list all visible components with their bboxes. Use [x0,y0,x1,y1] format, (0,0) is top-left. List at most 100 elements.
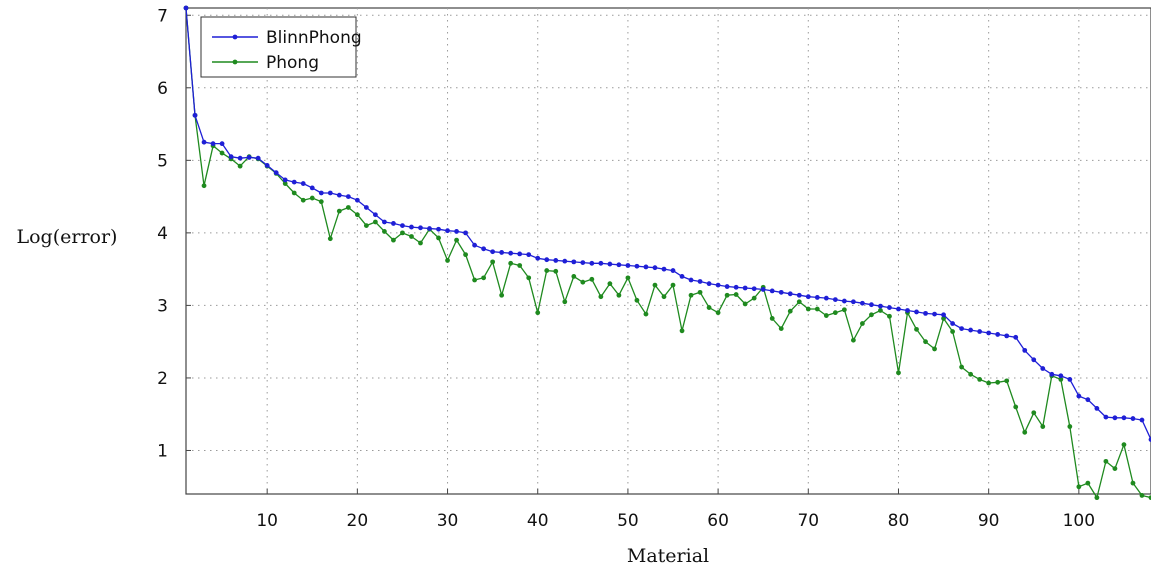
data-point-blinnphong [391,221,396,226]
data-point-blinnphong [860,300,865,306]
data-point-phong [706,305,712,310]
data-point-phong [580,279,586,285]
data-point-phong [1121,442,1127,448]
data-point-blinnphong [418,225,423,231]
data-point-phong [1139,493,1145,498]
data-point-phong [589,276,595,282]
data-point-blinnphong [769,288,775,294]
data-point-blinnphong [291,179,297,185]
data-point-phong [354,212,360,218]
data-point-blinnphong [427,226,432,231]
data-point-blinnphong [1148,437,1151,442]
y-axis-label: Log(error) [17,226,118,248]
plot-frame [185,7,1151,495]
data-point-blinnphong [382,219,387,225]
data-point-blinnphong [508,250,514,256]
data-point-phong [787,308,793,314]
data-point-blinnphong [1121,415,1127,421]
data-point-phong [941,316,946,321]
data-point-phong [850,337,856,343]
data-point-blinnphong [1004,333,1010,339]
data-point-phong [977,376,983,382]
series-blinnphong [183,5,1151,442]
data-point-blinnphong [490,249,496,255]
data-point-blinnphong [183,5,189,11]
data-point-phong [445,258,450,263]
data-point-phong [318,199,324,205]
data-point-blinnphong [1040,366,1046,371]
data-point-blinnphong [309,185,315,191]
x-tick-label: 50 [617,511,639,531]
data-point-blinnphong [517,251,523,257]
data-point-blinnphong [327,190,333,196]
y-tick-label: 2 [157,369,168,389]
legend-box [200,16,357,78]
data-point-phong [517,263,523,268]
data-point-blinnphong [463,230,468,236]
data-point-phong [860,321,865,326]
data-point-phong [959,364,965,370]
data-point-phong [526,275,532,281]
data-point-phong [643,311,649,317]
data-point-phong [454,237,459,243]
data-point-phong [923,339,928,345]
data-point-blinnphong [246,155,252,160]
data-point-blinnphong [237,155,243,161]
data-point-blinnphong [1094,406,1100,411]
y-axis-ticks: 1 2 3 4 5 6 7 [157,6,168,461]
data-point-blinnphong [400,223,405,229]
data-point-blinnphong [562,258,568,264]
data-point-phong [896,370,901,376]
data-point-blinnphong [345,194,351,199]
data-point-phong [1085,480,1091,486]
data-point-blinnphong [923,310,928,316]
data-point-phong [201,183,207,189]
data-point-phong [751,295,757,301]
legend-label-blinnphong: BlinnPhong [266,28,362,48]
data-point-phong [887,313,892,319]
data-point-blinnphong [1058,373,1064,379]
data-point-blinnphong [300,181,306,186]
x-tick-label: 60 [707,511,729,531]
data-point-phong [1031,410,1037,416]
data-point-blinnphong [706,281,712,287]
data-point-blinnphong [445,228,450,234]
legend-label-phong: Phong [266,53,319,73]
data-point-phong [697,289,703,295]
x-tick-label: 70 [797,511,819,531]
data-point-blinnphong [1085,397,1091,403]
data-point-blinnphong [1103,414,1109,420]
data-point-phong [1004,378,1010,384]
data-point-blinnphong [661,266,667,272]
x-tick-label: 80 [888,511,910,531]
data-point-blinnphong [1130,416,1136,421]
data-point-phong [1103,458,1109,464]
data-point-phong [400,230,405,236]
data-point-blinnphong [192,112,198,118]
data-point-blinnphong [995,332,1001,337]
data-point-phong [652,282,658,288]
data-point-blinnphong [751,286,757,292]
data-point-blinnphong [697,279,703,284]
x-tick-label: 30 [437,511,459,531]
data-point-phong [544,268,550,273]
data-point-blinnphong [363,205,369,210]
data-point-phong [409,234,414,239]
data-point-blinnphong [841,298,847,304]
data-point-blinnphong [481,246,487,252]
data-point-blinnphong [968,327,974,333]
legend: BlinnPhong Phong [200,16,362,78]
data-point-phong [219,150,225,156]
data-point-phong [616,292,622,298]
data-point-phong [481,275,487,281]
data-point-blinnphong [616,262,622,268]
data-point-phong [418,240,423,246]
data-point-phong [778,326,784,332]
data-point-blinnphong [1013,334,1019,340]
data-point-blinnphong [625,263,631,268]
data-point-phong [436,235,441,241]
data-point-blinnphong [1112,415,1118,421]
data-point-blinnphong [688,277,694,283]
data-point-blinnphong [1067,376,1073,382]
